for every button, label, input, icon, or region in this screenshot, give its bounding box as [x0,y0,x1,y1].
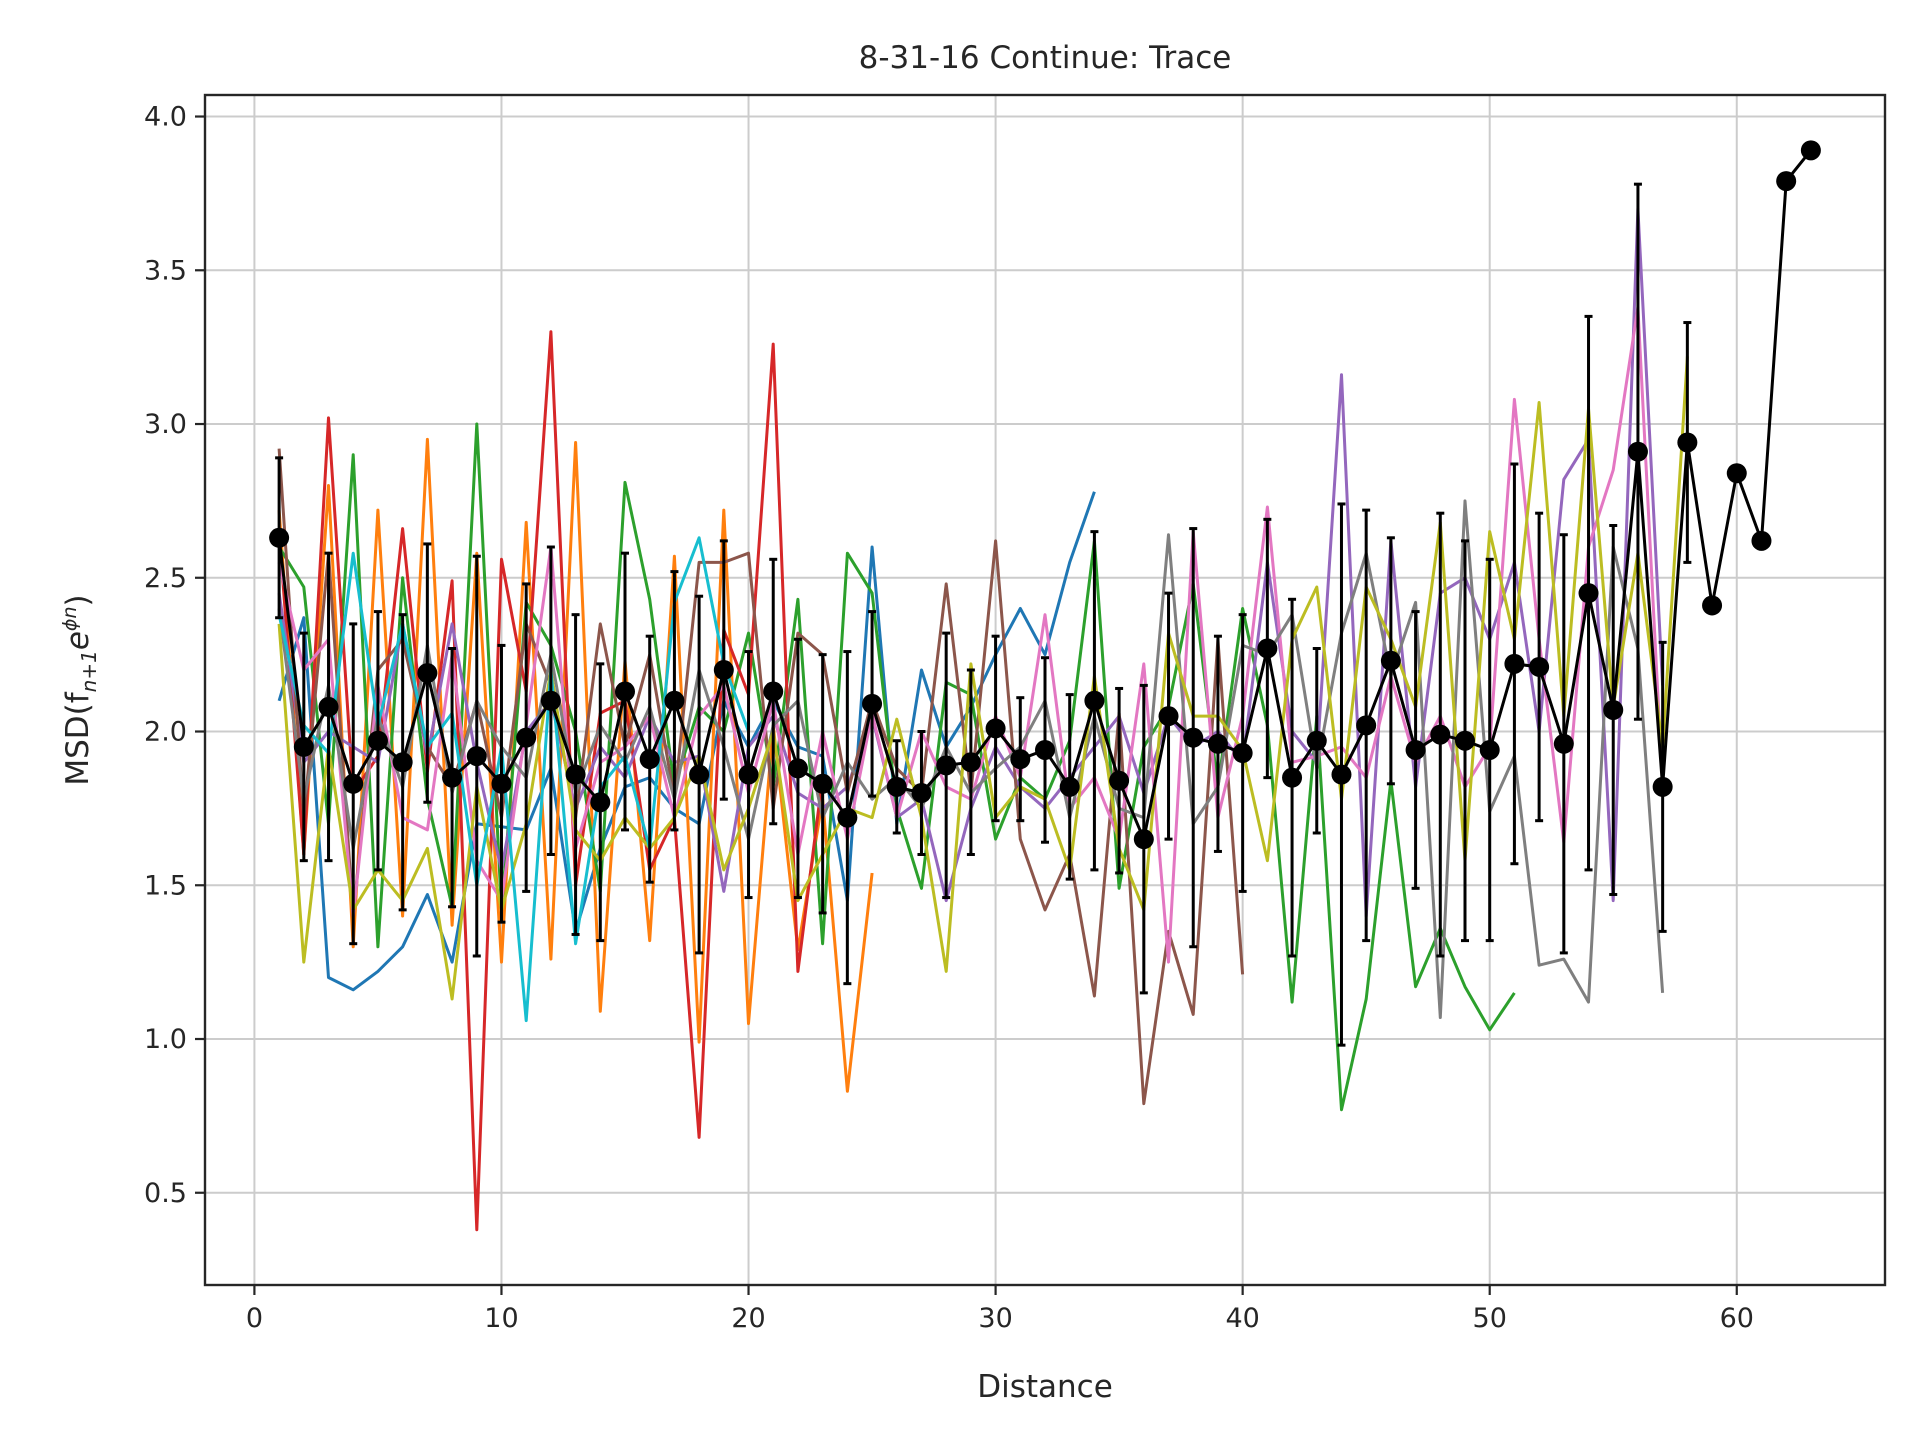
mean-point [1751,530,1772,551]
y-tick-label: 4.0 [144,102,187,133]
axis-ticks: 0 10 20 30 40 50 60 0.5 1.0 1.5 2.0 2.5 3.0 3.5 4.0 [144,102,1754,1334]
mean-point [269,527,290,548]
y-tick-label: 2.0 [144,717,187,748]
mean-point [1109,770,1130,791]
y-axis-title-sup: ϕn [59,606,81,631]
mean-point [1207,733,1228,754]
x-tick-label: 30 [978,1303,1012,1334]
mean-point [787,758,808,779]
y-tick-label: 0.5 [144,1178,187,1209]
mean-point [1183,727,1204,748]
mean-point [367,730,388,751]
mean-point [1553,733,1574,754]
mean-point [1133,829,1154,850]
mean-series [269,140,1821,1047]
mean-point [491,773,512,794]
series-line-9 [277,536,750,1023]
x-tick-label: 50 [1473,1303,1507,1334]
mean-point [1430,724,1451,745]
mean-point [1627,441,1648,462]
series-line-5 [277,448,1245,1106]
mean-point [516,727,537,748]
mean-point [615,681,635,702]
mean-point [1232,743,1253,764]
mean-point [1282,767,1303,788]
mean-point [1800,140,1821,161]
mean-point [985,718,1006,739]
mean-point [1380,650,1401,671]
mean-point [738,764,759,785]
x-tick-label: 20 [731,1303,765,1334]
plot-frame [203,93,1887,1287]
x-tick-label: 40 [1225,1303,1259,1334]
y-tick-label: 1.5 [144,870,187,901]
y-axis-title-sub: n+1 [77,650,101,692]
mean-point [1356,715,1377,736]
mean-point [1455,730,1475,751]
y-tick-label: 2.5 [144,563,187,594]
mean-point [318,696,339,717]
mean-point [417,663,438,684]
mean-point [1776,171,1797,192]
mean-point [1331,764,1352,785]
mean-point [1702,595,1723,616]
mean-point [1578,583,1599,604]
mean-point [837,807,858,828]
y-axis-title: MSD(fn+1eϕn) [59,594,101,785]
mean-point [392,752,413,773]
y-tick-label: 3.0 [144,409,187,440]
mean-point [293,736,314,757]
mean-point [886,776,907,797]
mean-point [763,681,784,702]
mean-point [590,792,611,813]
mean-point [1084,690,1105,711]
y-tick-label: 3.5 [144,255,187,286]
mean-point [960,752,981,773]
mean-point [1010,749,1031,770]
mean-point [1529,656,1550,677]
mean-point [1726,463,1747,484]
mean-point [1405,739,1426,760]
mean-point [1306,730,1327,751]
mean-point [1677,432,1698,453]
x-axis-title: Distance [977,1369,1113,1405]
mean-point [689,764,710,785]
mean-point [1059,776,1080,797]
mean-point [936,755,957,776]
mean-point [639,749,660,770]
x-tick-label: 0 [246,1303,263,1334]
mean-point [343,773,364,794]
x-tick-label: 60 [1720,1303,1754,1334]
series-line-8 [277,356,1689,1001]
mean-point [1652,776,1673,797]
mean-point [664,690,685,711]
mean-point [466,746,487,767]
y-axis-title-base: e [60,631,96,650]
mean-point [1158,706,1179,727]
mean-point [1479,739,1500,760]
chart-title: 8-31-16 Continue: Trace [859,40,1232,76]
mean-point [1603,699,1624,720]
y-axis-title-close: ) [60,594,96,606]
y-axis-title-main: MSD(f [60,691,96,785]
y-tick-label: 1.0 [144,1024,187,1055]
mean-point [862,693,883,714]
mean-point [713,660,734,681]
x-tick-label: 10 [484,1303,518,1334]
mean-point [442,767,463,788]
mean-point [565,764,586,785]
mean-point [1035,739,1055,760]
mean-point [540,690,561,711]
mean-point [1257,638,1278,659]
mean-point [1504,653,1525,674]
mean-point [911,783,932,804]
mean-point [812,773,833,794]
